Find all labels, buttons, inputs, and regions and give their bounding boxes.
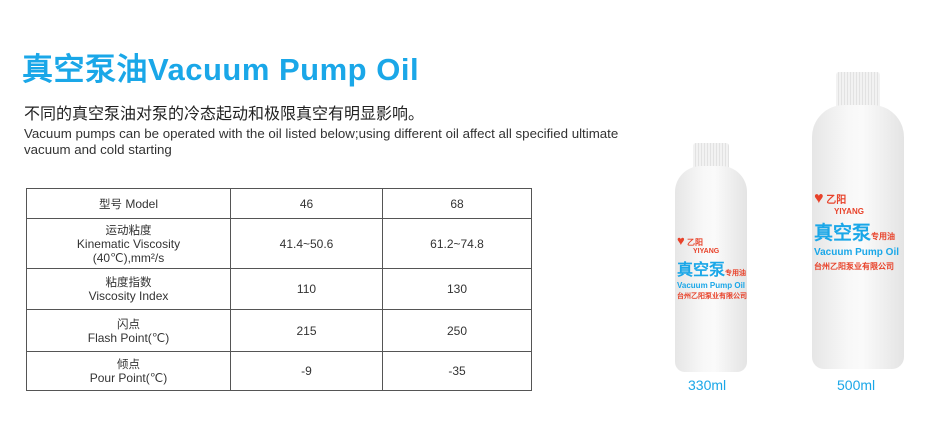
cell-46: 41.4~50.6	[230, 218, 383, 269]
cell-46: 110	[230, 268, 383, 310]
cell-68: 250	[382, 309, 532, 352]
table-row: 型号 Model 46 68	[26, 188, 532, 219]
table-row: 粘度指数 Viscosity Index 110 130	[26, 268, 532, 310]
cell-68: 61.2~74.8	[382, 218, 532, 269]
row-label: 运动粘度 Kinematic Viscosity (40℃),mm²/s	[26, 218, 231, 269]
cell-46: 46	[230, 188, 383, 219]
cell-46: 215	[230, 309, 383, 352]
row-label: 型号 Model	[26, 188, 231, 219]
cell-68: -35	[382, 351, 532, 391]
cell-68: 68	[382, 188, 532, 219]
cell-68: 130	[382, 268, 532, 310]
subtitle-english: Vacuum pumps can be operated with the oi…	[24, 126, 619, 157]
capacity-label-330: 330ml	[688, 377, 727, 393]
page-title: 真空泵油Vacuum Pump Oil	[22, 52, 420, 87]
subtitle-chinese: 不同的真空泵油对泵的冷态起动和极限真空有明显影响。	[24, 104, 425, 123]
brand-emblem-icon: ♥	[814, 190, 824, 207]
table-row: 运动粘度 Kinematic Viscosity (40℃),mm²/s 41.4~…	[26, 218, 532, 269]
label-name-en: Vacuum Pump Oil	[677, 281, 746, 290]
table-row: 闪点 Flash Point(℃) 215 250	[26, 309, 532, 352]
bottle-body	[812, 105, 904, 369]
label-name: 真空泵专用油	[814, 223, 896, 244]
table-row: 倾点 Pour Point(℃) -9 -35	[26, 351, 532, 391]
cell-46: -9	[230, 351, 383, 391]
bottle-cap	[836, 72, 880, 110]
brand-logo: ♥ 乙阳 YIYANG	[814, 190, 864, 216]
row-label: 倾点 Pour Point(℃)	[26, 351, 231, 391]
brand-emblem-icon: ♥	[677, 233, 685, 248]
row-label: 闪点 Flash Point(℃)	[26, 309, 231, 352]
label-name-en: Vacuum Pump Oil	[814, 247, 900, 258]
label-company: 台州乙阳泵业有限公司	[677, 293, 747, 300]
label-name: 真空泵专用油	[677, 262, 747, 279]
spec-table: 型号 Model 46 68 运动粘度 Kinematic Viscosity (4…	[26, 188, 532, 391]
capacity-label-500: 500ml	[837, 377, 876, 393]
label-company: 台州乙阳泵业有限公司	[814, 262, 894, 271]
bottle-body	[675, 166, 747, 372]
brand-logo: ♥ 乙阳 YIYANG	[677, 233, 720, 256]
row-label: 粘度指数 Viscosity Index	[26, 268, 231, 310]
bottle-cap	[693, 143, 729, 170]
